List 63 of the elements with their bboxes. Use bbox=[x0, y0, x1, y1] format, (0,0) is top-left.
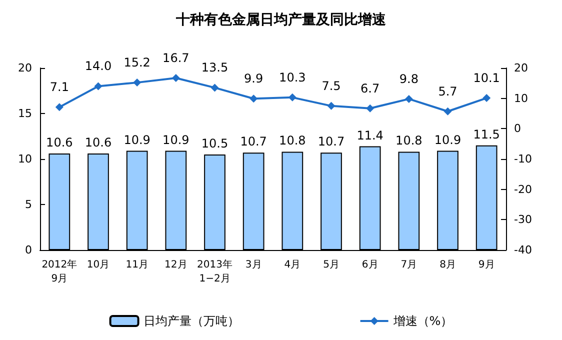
y-tick-label: 15 bbox=[18, 107, 32, 120]
data-label: 5.7 bbox=[438, 84, 458, 98]
data-label: 13.5 bbox=[201, 60, 228, 75]
data-label: 10.8 bbox=[396, 134, 422, 148]
chart-title: 十种有色金属日均产量及同比增速 bbox=[175, 11, 387, 28]
x-tick-label: 2012年 9月 bbox=[42, 258, 78, 284]
x-tick-label: 6月 bbox=[362, 260, 378, 270]
data-label: 10.7 bbox=[318, 134, 345, 149]
data-label: 16.7 bbox=[162, 51, 190, 66]
x-tick-label: 9月 bbox=[478, 260, 495, 270]
legend-label: 日均产量（万吨） bbox=[143, 314, 240, 328]
y-tick-label: 5 bbox=[25, 198, 32, 211]
x-tick-label: 11月 bbox=[126, 260, 148, 270]
data-label: 15.2 bbox=[124, 56, 150, 70]
data-label: 14.0 bbox=[84, 59, 112, 74]
point bbox=[133, 78, 142, 87]
legend-label: 增速（%） bbox=[392, 314, 453, 328]
data-label: 10.3 bbox=[279, 70, 306, 84]
y2-tick-label: -20 bbox=[514, 182, 532, 196]
point bbox=[288, 93, 296, 102]
point bbox=[55, 103, 64, 112]
data-label: 10.9 bbox=[434, 132, 462, 147]
data-label: 11.5 bbox=[473, 127, 500, 142]
data-label: 7.5 bbox=[322, 78, 341, 93]
y-tick-label: 10 bbox=[18, 152, 32, 166]
data-label: 10.6 bbox=[84, 136, 112, 150]
data-label: 7.1 bbox=[50, 80, 69, 94]
x-tick-label: 12月 bbox=[164, 260, 188, 270]
y2-tick-label: -40 bbox=[514, 244, 532, 256]
x-tick-label: 3月 bbox=[245, 260, 262, 270]
data-label: 9.8 bbox=[399, 72, 418, 86]
point bbox=[94, 82, 102, 90]
x-tick-label: 7月 bbox=[400, 260, 418, 270]
data-label: 10.7 bbox=[240, 134, 267, 149]
y2-tick-label: 0 bbox=[514, 122, 521, 136]
point bbox=[444, 107, 452, 116]
x-tick-label: 2013年 1−2月 bbox=[197, 258, 232, 284]
data-label: 11.4 bbox=[356, 128, 384, 142]
x-tick-label: 10月 bbox=[86, 260, 110, 270]
x-tick-label: 8月 bbox=[440, 260, 456, 270]
point bbox=[366, 104, 374, 112]
point bbox=[404, 94, 413, 103]
data-label: 6.7 bbox=[360, 81, 380, 96]
y2-tick-label: 20 bbox=[514, 62, 528, 74]
point bbox=[482, 94, 491, 102]
data-label: 10.9 bbox=[162, 132, 190, 147]
point bbox=[250, 94, 258, 103]
data-label: 10.1 bbox=[473, 71, 500, 86]
point bbox=[210, 84, 219, 92]
y2-tick-label: -30 bbox=[514, 213, 532, 226]
y-tick-label: 0 bbox=[25, 244, 32, 256]
data-label: 10.9 bbox=[124, 132, 150, 147]
x-tick-label: 4月 bbox=[284, 260, 301, 270]
point bbox=[172, 74, 180, 82]
y-tick-label: 20 bbox=[18, 62, 32, 74]
y2-tick-label: -10 bbox=[514, 152, 532, 166]
y2-tick-label: 10 bbox=[514, 92, 528, 105]
x-tick-label: 5月 bbox=[323, 260, 340, 270]
data-label: 9.9 bbox=[244, 72, 264, 86]
data-label: 10.6 bbox=[46, 136, 73, 150]
data-label: 10.5 bbox=[201, 136, 228, 150]
point bbox=[327, 102, 336, 110]
data-label: 10.8 bbox=[279, 134, 306, 148]
